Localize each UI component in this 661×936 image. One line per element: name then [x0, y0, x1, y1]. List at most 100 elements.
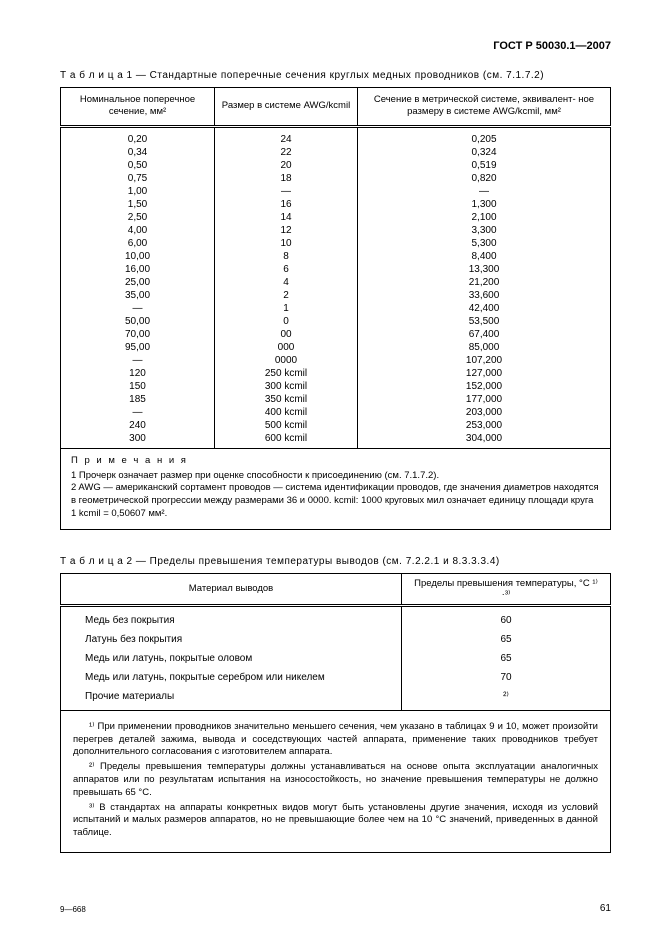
- table1-cell: 13,300: [358, 263, 611, 276]
- table1-cell: 177,000: [358, 393, 611, 406]
- table1-cell: 8,400: [358, 250, 611, 263]
- table1-cell: 300: [61, 432, 215, 449]
- table1-notes: П р и м е ч а н и я 1 Прочерк означает р…: [61, 448, 611, 529]
- table2-material: Латунь без покрытия: [61, 630, 402, 649]
- table1-header-c3: Сечение в метрической системе, эквивален…: [358, 88, 611, 127]
- table1-cell: 5,300: [358, 237, 611, 250]
- footnote-1: ¹⁾ При применении проводников значительн…: [73, 721, 598, 759]
- table1-cell: 253,000: [358, 419, 611, 432]
- table1-cell: 0,519: [358, 159, 611, 172]
- table1-cell: 000: [215, 341, 358, 354]
- table2-material: Медь без покрытия: [61, 605, 402, 630]
- table1-cell: —: [61, 406, 215, 419]
- table1-cell: 500 kcmil: [215, 419, 358, 432]
- table1-cell: 0,50: [61, 159, 215, 172]
- table2-caption: Т а б л и ц а 2 — Пределы превышения тем…: [60, 556, 611, 567]
- footnote-3: ³⁾ В стандартах на аппараты конкретных в…: [73, 802, 598, 840]
- table1-cell: 2,50: [61, 211, 215, 224]
- table1-cell: 85,000: [358, 341, 611, 354]
- table1-cell: 35,00: [61, 289, 215, 302]
- table1-cell: 300 kcmil: [215, 380, 358, 393]
- table1-cell: 42,400: [358, 302, 611, 315]
- table1-cell: 1: [215, 302, 358, 315]
- table1-cell: 24: [215, 126, 358, 146]
- table1: Номинальное поперечное сечение, мм² Разм…: [60, 87, 611, 530]
- table1-cell: 0000: [215, 354, 358, 367]
- table1-cell: 33,600: [358, 289, 611, 302]
- table1-header-c1: Номинальное поперечное сечение, мм²: [61, 88, 215, 127]
- table1-cell: 00: [215, 328, 358, 341]
- table1-cell: 10: [215, 237, 358, 250]
- table2-footnotes: ¹⁾ При применении проводников значительн…: [61, 710, 611, 852]
- table1-cell: 0,324: [358, 146, 611, 159]
- table2-material: Прочие материалы: [61, 687, 402, 711]
- table1-cell: 0,75: [61, 172, 215, 185]
- table1-cell: —: [61, 354, 215, 367]
- table1-cell: 95,00: [61, 341, 215, 354]
- table1-cell: —: [215, 185, 358, 198]
- table2-value: ²⁾: [402, 687, 611, 711]
- table1-cell: 203,000: [358, 406, 611, 419]
- table1-cell: 0,34: [61, 146, 215, 159]
- table1-cell: 350 kcmil: [215, 393, 358, 406]
- table2-header-c2: Пределы превышения температуры, °С ¹⁾·³⁾: [402, 573, 611, 605]
- table1-cell: 1,50: [61, 198, 215, 211]
- table1-cell: 70,00: [61, 328, 215, 341]
- table2-value: 65: [402, 649, 611, 668]
- table1-cell: 152,000: [358, 380, 611, 393]
- table1-cell: 400 kcmil: [215, 406, 358, 419]
- table1-cell: 12: [215, 224, 358, 237]
- table1-notes-title: П р и м е ч а н и я: [71, 455, 600, 468]
- table1-cell: 4: [215, 276, 358, 289]
- table1-cell: 250 kcmil: [215, 367, 358, 380]
- table2: Материал выводов Пределы превышения темп…: [60, 573, 611, 853]
- table1-cell: 16: [215, 198, 358, 211]
- table1-cell: 0,20: [61, 126, 215, 146]
- table1-cell: 14: [215, 211, 358, 224]
- table1-cell: 600 kcmil: [215, 432, 358, 449]
- table1-cell: 21,200: [358, 276, 611, 289]
- table1-cell: 6,00: [61, 237, 215, 250]
- table1-cell: —: [61, 302, 215, 315]
- table1-cell: 185: [61, 393, 215, 406]
- table1-cell: 67,400: [358, 328, 611, 341]
- table2-value: 70: [402, 668, 611, 687]
- table1-cell: 16,00: [61, 263, 215, 276]
- table1-cell: 22: [215, 146, 358, 159]
- table1-cell: 0,820: [358, 172, 611, 185]
- table1-cell: 8: [215, 250, 358, 263]
- table1-cell: 18: [215, 172, 358, 185]
- table1-cell: 6: [215, 263, 358, 276]
- table1-cell: 0: [215, 315, 358, 328]
- document-id: ГОСТ Р 50030.1—2007: [60, 40, 611, 52]
- table2-header-c1: Материал выводов: [61, 573, 402, 605]
- table2-value: 65: [402, 630, 611, 649]
- table1-cell: 10,00: [61, 250, 215, 263]
- footnote-2: ²⁾ Пределы превышения температуры должны…: [73, 761, 598, 799]
- table1-cell: 2,100: [358, 211, 611, 224]
- table1-note1: 1 Прочерк означает размер при оценке спо…: [71, 470, 600, 483]
- table1-cell: 3,300: [358, 224, 611, 237]
- table1-cell: 1,00: [61, 185, 215, 198]
- table1-cell: 107,200: [358, 354, 611, 367]
- table1-cell: 25,00: [61, 276, 215, 289]
- table1-header-c2: Размер в системе AWG/kcmil: [215, 88, 358, 127]
- page-number: 61: [600, 903, 611, 914]
- table1-cell: 1,300: [358, 198, 611, 211]
- table1-cell: 2: [215, 289, 358, 302]
- table2-material: Медь или латунь, покрытые оловом: [61, 649, 402, 668]
- table1-note2: 2 AWG — американский сортамент проводов …: [71, 482, 600, 520]
- table1-cell: 127,000: [358, 367, 611, 380]
- table1-cell: 150: [61, 380, 215, 393]
- table1-cell: 4,00: [61, 224, 215, 237]
- footer-left: 9—668: [60, 905, 86, 914]
- table1-cell: 240: [61, 419, 215, 432]
- table1-cell: 50,00: [61, 315, 215, 328]
- table1-cell: 53,500: [358, 315, 611, 328]
- page: ГОСТ Р 50030.1—2007 Т а б л и ц а 1 — Ст…: [0, 0, 661, 936]
- table1-cell: 120: [61, 367, 215, 380]
- table2-material: Медь или латунь, покрытые серебром или н…: [61, 668, 402, 687]
- table1-cell: 0,205: [358, 126, 611, 146]
- table1-cell: 304,000: [358, 432, 611, 449]
- table1-cell: 20: [215, 159, 358, 172]
